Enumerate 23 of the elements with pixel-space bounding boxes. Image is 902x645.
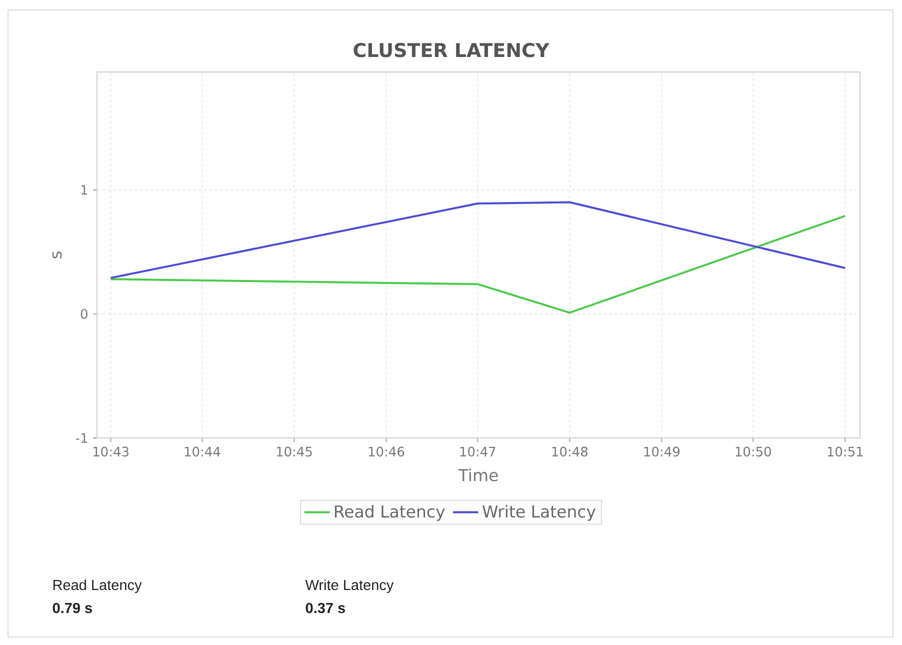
x-tick-label: 10:45 [276, 446, 312, 457]
chart-title: CLUSTER LATENCY [354, 42, 550, 58]
x-tick-label: 10:47 [460, 446, 496, 457]
x-tick-label: 10:44 [184, 446, 220, 457]
y-tick-label: 1 [81, 185, 88, 195]
legend-label: Read Latency [334, 504, 445, 521]
x-tick-label: 10:43 [93, 446, 128, 457]
text: Read Latency [53, 579, 142, 593]
x-tick-label: 10:51 [828, 446, 863, 457]
legend-label: Write Latency [482, 504, 596, 521]
x-tick-label: 10:48 [552, 446, 588, 457]
x-tick-label: 10:50 [736, 446, 771, 457]
x-tick-label: 10:46 [368, 446, 404, 457]
x-axis-title: Time [458, 468, 498, 482]
text: Write Latency [305, 579, 394, 593]
line-series [110, 201, 846, 279]
y-tick-label: -1 [76, 433, 88, 443]
y-tick-label: 0 [80, 308, 88, 319]
line-series [110, 214, 846, 314]
text: 0.37 s [306, 602, 346, 614]
text: 0.79 s [52, 602, 92, 614]
y-axis-title: s [52, 251, 62, 258]
x-tick-label: 10:49 [644, 446, 680, 457]
